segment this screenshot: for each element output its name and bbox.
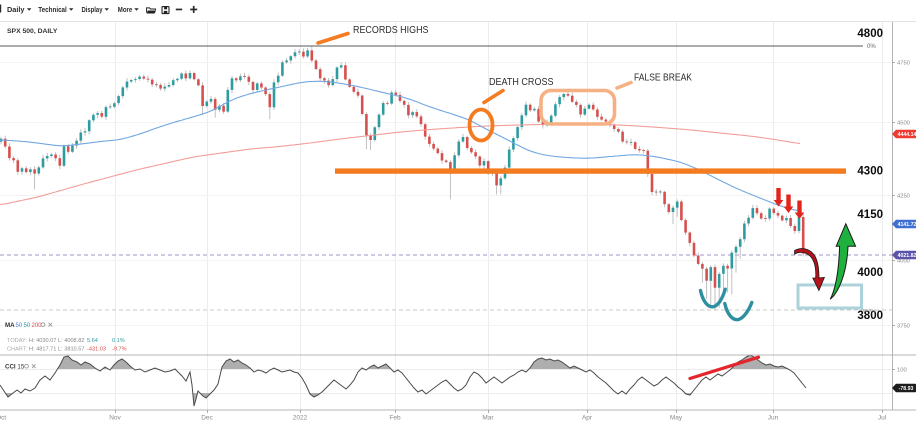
svg-text:Oct: Oct (0, 415, 6, 422)
svg-text:4021.82: 4021.82 (898, 253, 916, 259)
svg-text:4250: 4250 (897, 193, 910, 199)
svg-text:50: 50 (16, 323, 23, 329)
svg-text:38.2%: 38.2% (862, 308, 876, 314)
svg-text:200: 200 (32, 323, 43, 329)
svg-text:4000: 4000 (897, 258, 910, 264)
svg-text:CHART:: CHART: (7, 347, 28, 353)
svg-text:L: 3810.57: L: 3810.57 (58, 347, 84, 353)
svg-text:4141.72: 4141.72 (898, 222, 916, 228)
svg-text:50: 50 (24, 323, 31, 329)
svg-text:3800: 3800 (857, 310, 883, 322)
svg-text:Daily: Daily (7, 5, 25, 14)
svg-text:-78.93: -78.93 (899, 386, 914, 392)
svg-text:Jul: Jul (878, 415, 887, 422)
svg-text:Feb: Feb (389, 415, 401, 422)
svg-text:SPX 500, DAILY: SPX 500, DAILY (7, 28, 58, 35)
svg-text:Nov: Nov (109, 415, 121, 422)
svg-text:CCI 15: CCI 15 (5, 364, 25, 371)
svg-text:May: May (670, 415, 683, 422)
svg-text:4000: 4000 (857, 267, 883, 279)
svg-text:MA: MA (5, 322, 15, 329)
svg-text:4444.14: 4444.14 (898, 132, 916, 138)
svg-text:0%: 0% (867, 44, 876, 50)
svg-text:4500: 4500 (897, 120, 910, 126)
svg-text:More: More (118, 5, 133, 14)
svg-text:FALSE BREAK: FALSE BREAK (634, 72, 692, 84)
svg-text:H: 4817.71: H: 4817.71 (29, 347, 56, 353)
svg-text:RECORDS HIGHS: RECORDS HIGHS (353, 24, 429, 36)
svg-text:-9.7%: -9.7% (112, 347, 127, 353)
svg-text:Jun: Jun (768, 415, 779, 422)
svg-text:3750: 3750 (897, 323, 910, 329)
svg-text:4300: 4300 (857, 166, 883, 178)
svg-text:L: 4008.82: L: 4008.82 (58, 338, 84, 344)
svg-text:4800: 4800 (857, 28, 883, 40)
svg-text:4150: 4150 (857, 209, 883, 221)
svg-text:TODAY:: TODAY: (7, 338, 27, 344)
svg-text:-431.03: -431.03 (87, 347, 106, 353)
svg-text:5.64: 5.64 (87, 338, 98, 344)
svg-text:2022: 2022 (293, 415, 308, 422)
svg-text:Apr: Apr (582, 415, 593, 422)
svg-text:H: 4030.07: H: 4030.07 (29, 338, 56, 344)
svg-text:Technical: Technical (38, 5, 67, 14)
svg-text:0.1%: 0.1% (112, 338, 125, 344)
svg-text:100: 100 (897, 367, 907, 373)
svg-text:Mar: Mar (482, 415, 494, 422)
svg-text:Dec: Dec (201, 415, 213, 422)
svg-text:4750: 4750 (897, 60, 910, 66)
svg-text:Display: Display (82, 5, 104, 14)
svg-text:DEATH CROSS: DEATH CROSS (489, 76, 554, 88)
